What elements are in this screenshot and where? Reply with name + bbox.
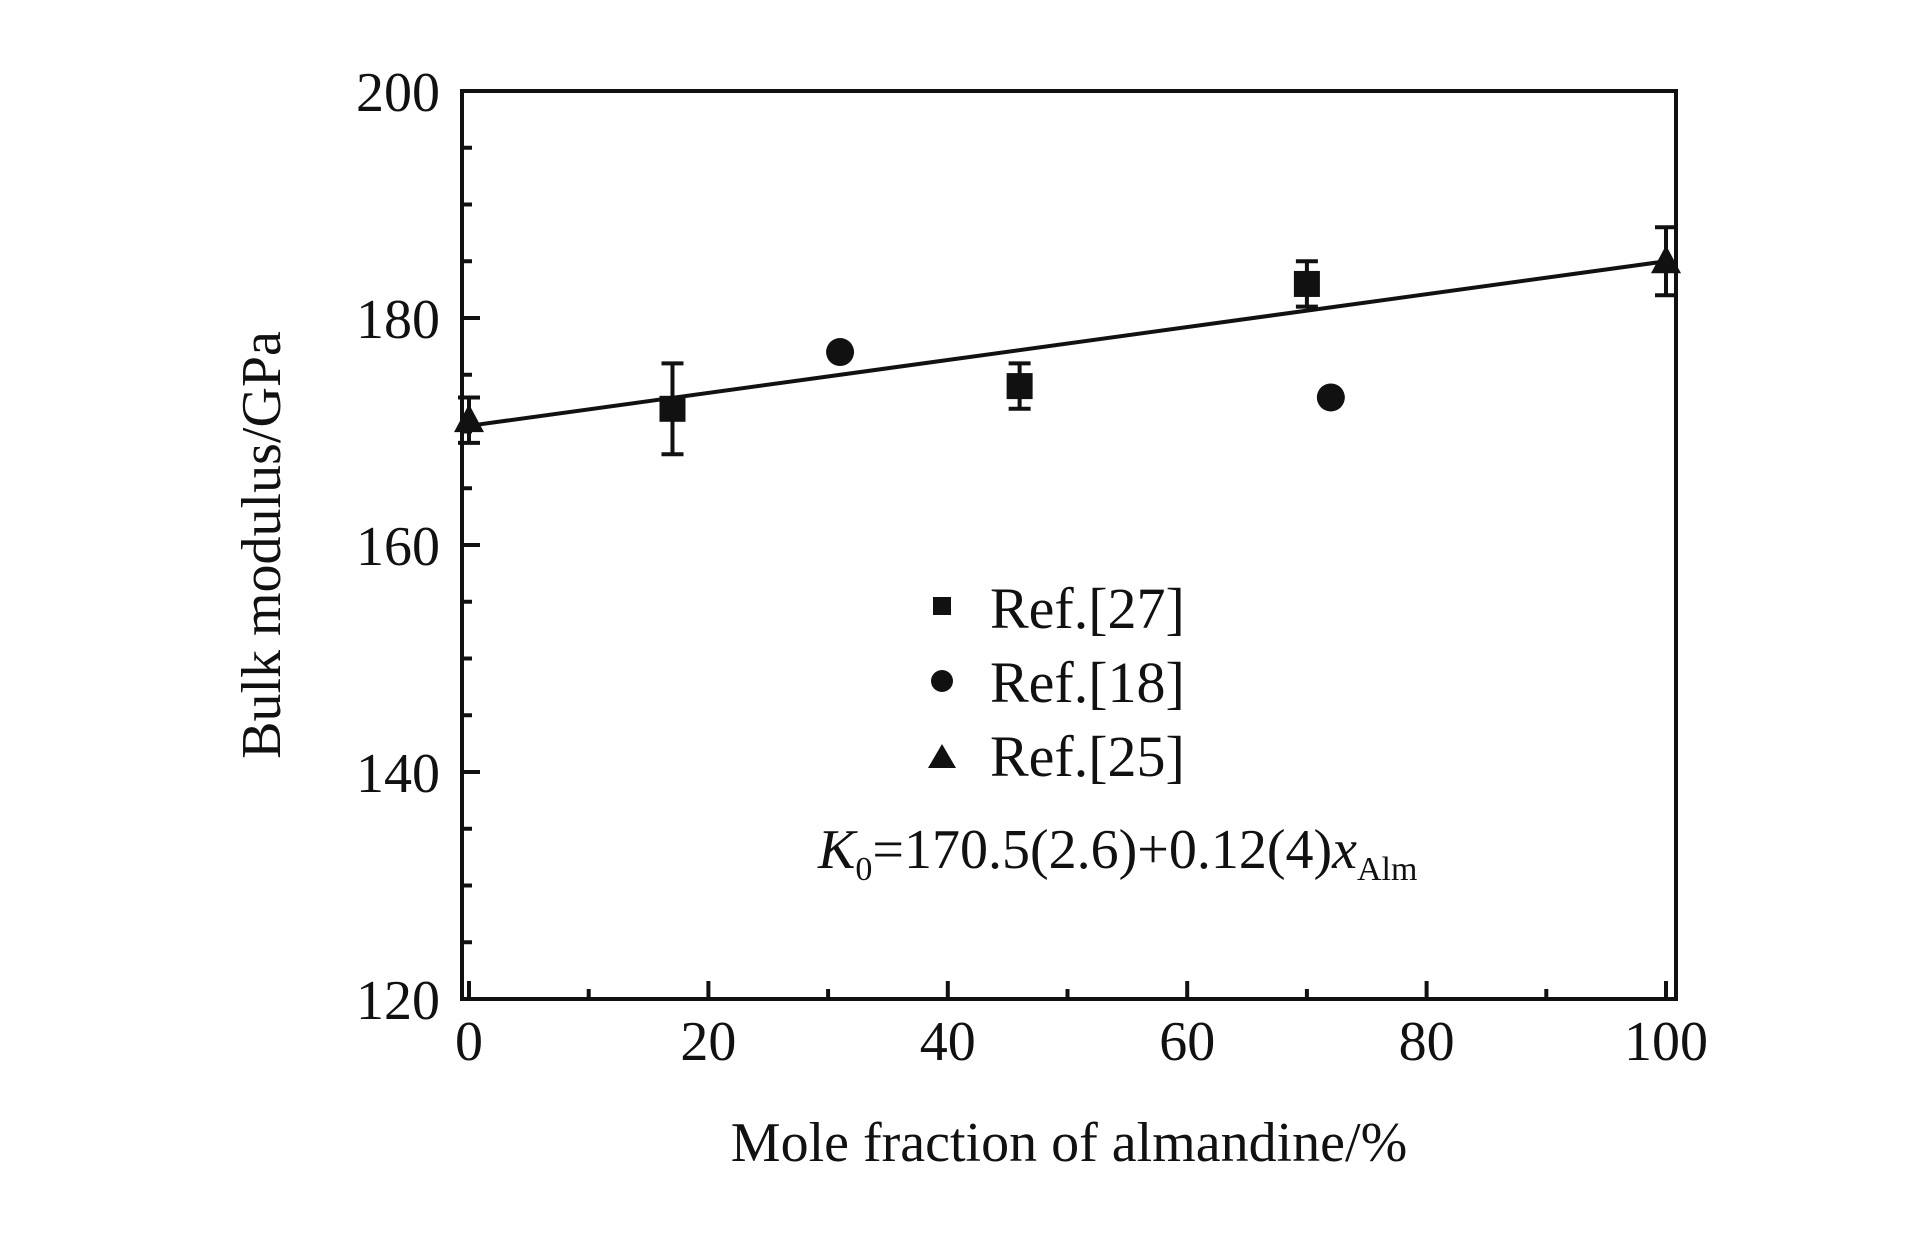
equation-x-subscript: Alm — [1357, 851, 1417, 888]
x-tick-label: 20 — [680, 1011, 736, 1073]
x-tick-label: 40 — [920, 1011, 976, 1073]
y-tick-label: 160 — [356, 516, 440, 578]
legend: Ref.[27] Ref.[18] Ref.[25] — [928, 576, 1185, 789]
x-axis-label: Mole fraction of almandine/% — [731, 1112, 1407, 1174]
x-tick-label: 0 — [455, 1011, 483, 1073]
data-points — [454, 225, 1681, 457]
y-tick-label: 180 — [356, 289, 440, 351]
legend-square-icon — [933, 597, 951, 615]
data-point-circle — [826, 338, 855, 367]
y-tick-label: 120 — [356, 970, 440, 1032]
equation-k-subscript: 0 — [855, 851, 872, 888]
equation-k: K — [817, 819, 858, 881]
y-axis-label: Bulk modulus/GPa — [231, 331, 293, 759]
legend-label-ref25: Ref.[25] — [990, 724, 1185, 789]
x-tick-label: 100 — [1624, 1011, 1708, 1073]
legend-circle-icon — [931, 670, 953, 692]
data-point-circle — [1316, 383, 1345, 412]
equation-body: =170.5(2.6)+0.12(4) — [872, 819, 1332, 881]
legend-triangle-icon — [928, 744, 956, 768]
data-point-triangle — [1651, 245, 1681, 274]
fit-equation: K0=170.5(2.6)+0.12(4)xAlm — [817, 819, 1417, 888]
x-axis-ticks: 0 20 40 60 80 100 — [455, 981, 1708, 1073]
data-point-square — [1006, 373, 1033, 400]
fit-line — [468, 259, 1667, 428]
legend-label-ref18: Ref.[18] — [990, 650, 1185, 715]
y-tick-label: 140 — [356, 743, 440, 805]
data-point-square — [659, 395, 686, 422]
data-point-square — [1293, 270, 1320, 297]
data-point-triangle — [454, 404, 484, 433]
x-tick-label: 80 — [1399, 1011, 1455, 1073]
x-tick-label: 60 — [1159, 1011, 1215, 1073]
y-tick-label: 200 — [356, 62, 440, 124]
legend-label-ref27: Ref.[27] — [990, 576, 1185, 641]
equation-x: x — [1331, 819, 1357, 881]
